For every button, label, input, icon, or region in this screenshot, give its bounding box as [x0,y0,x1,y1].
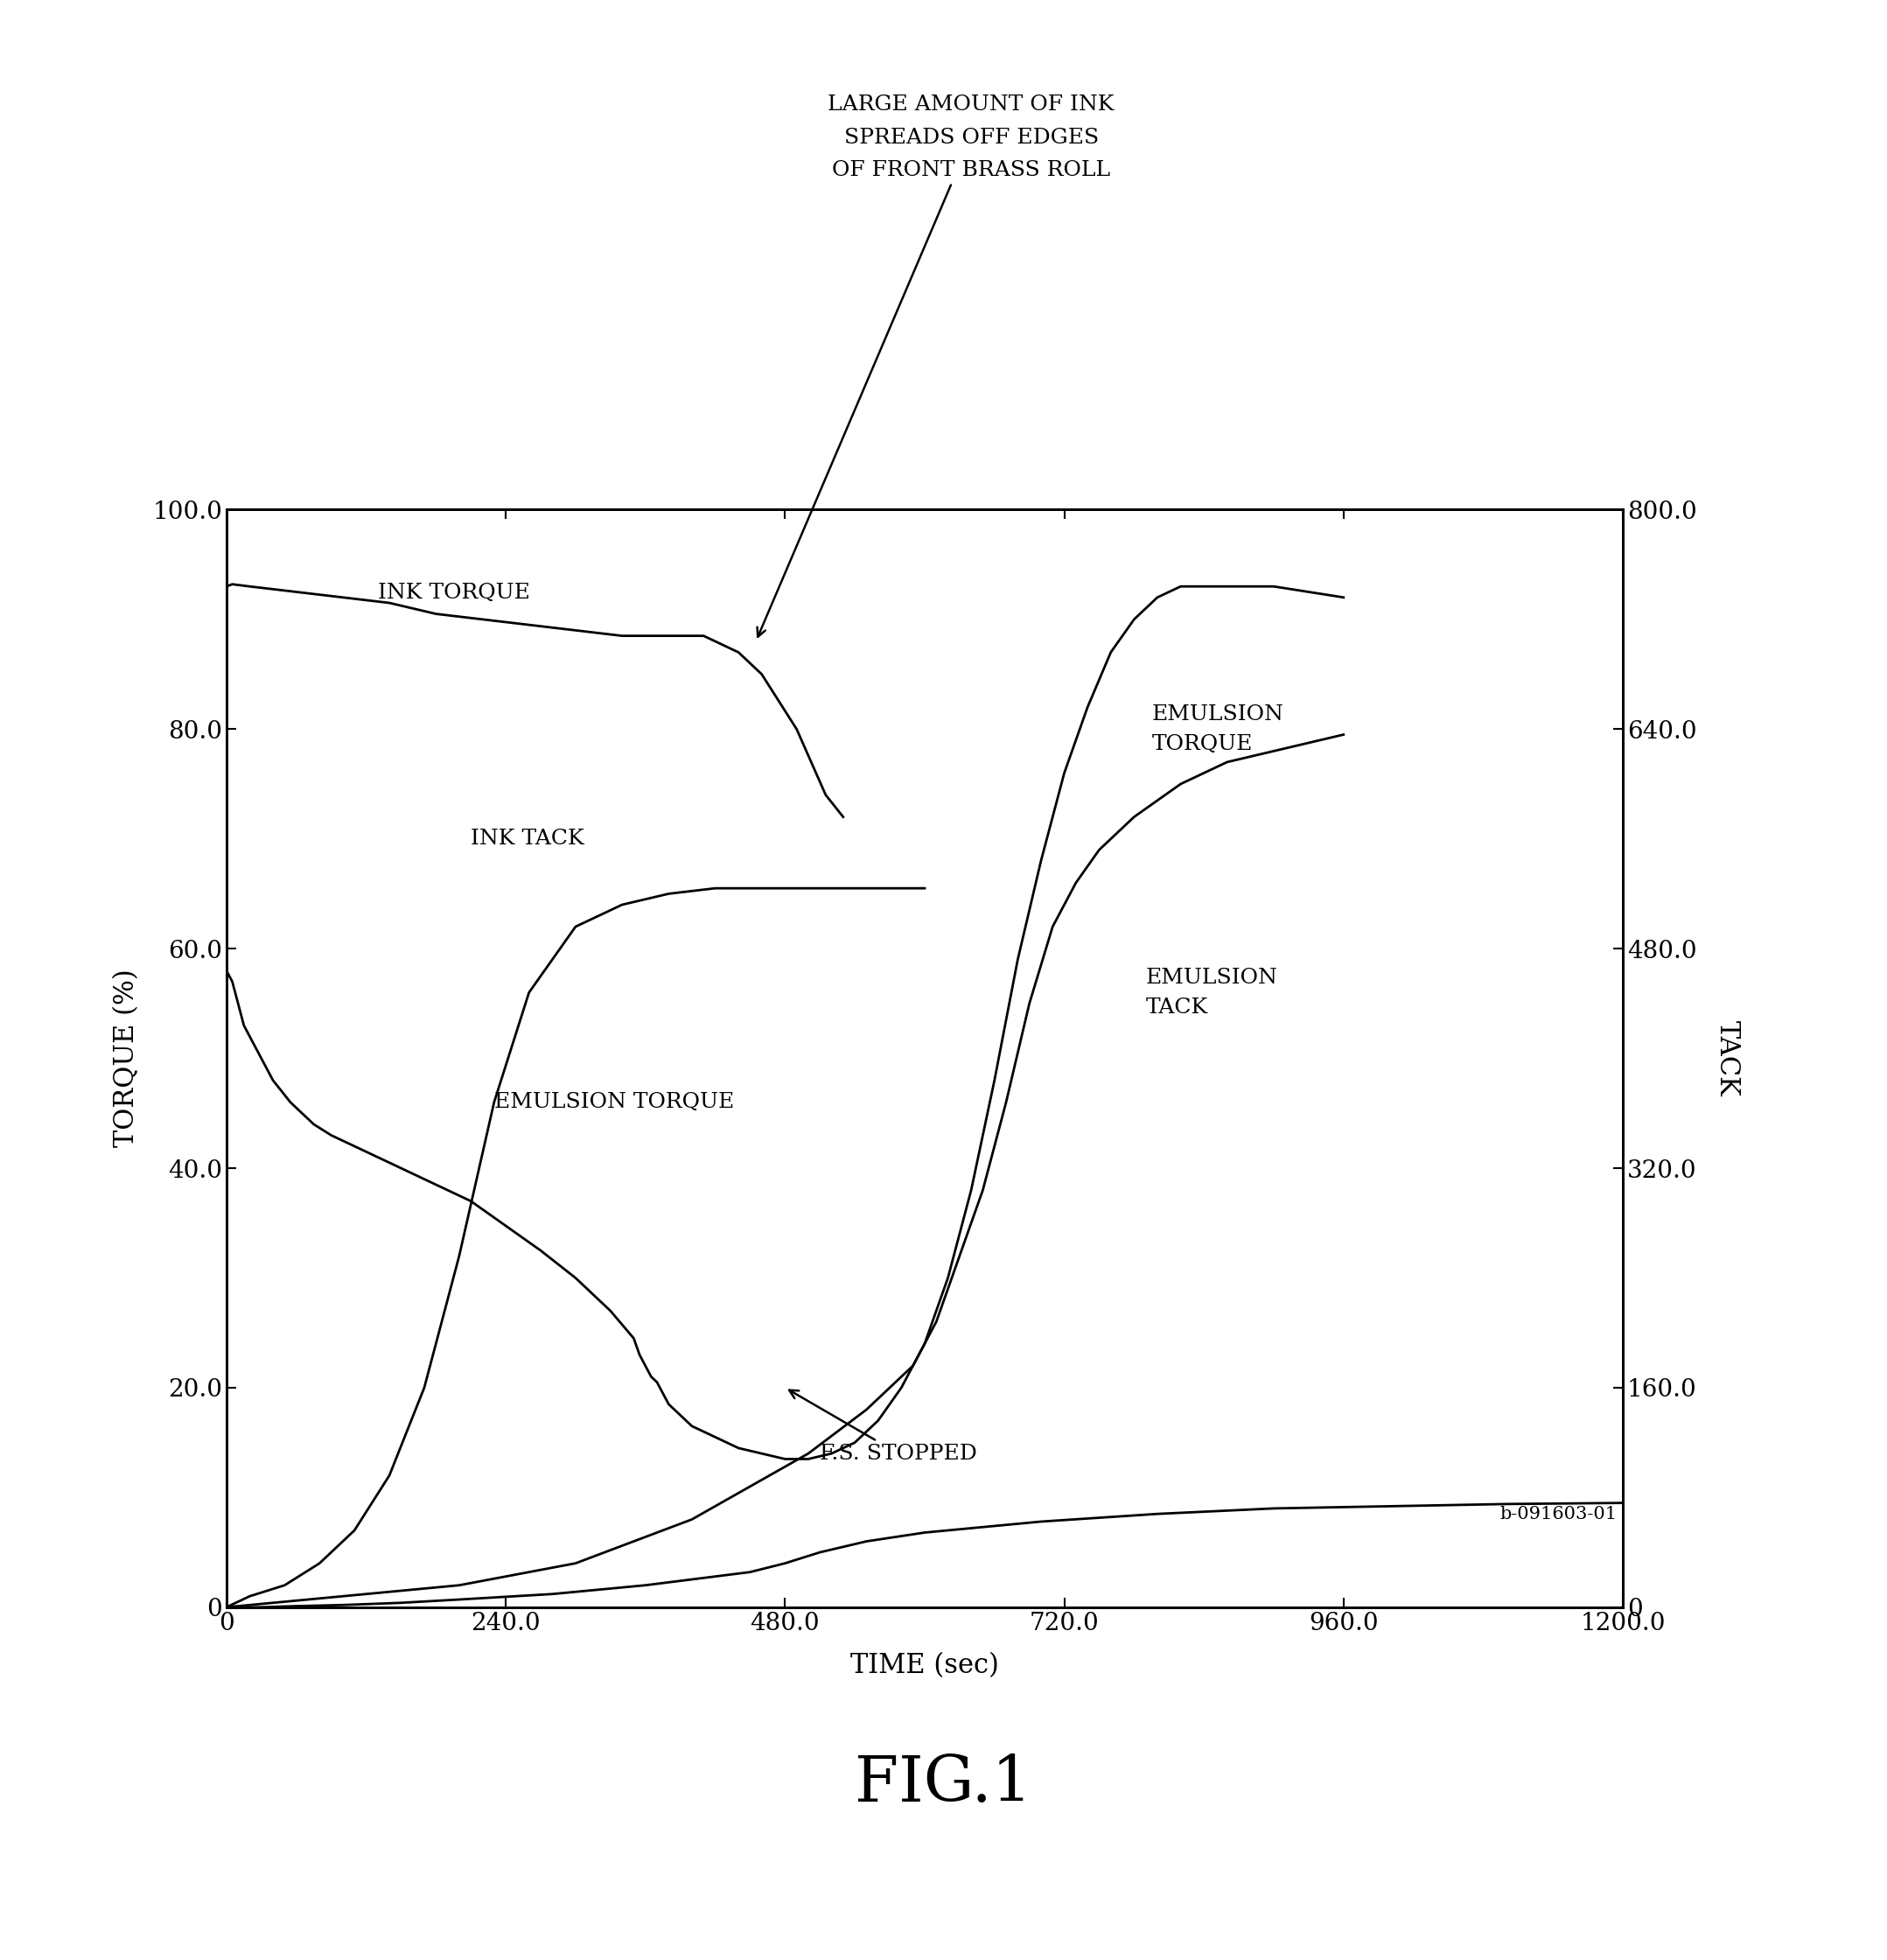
Y-axis label: TORQUE (%): TORQUE (%) [113,970,140,1147]
Text: F.S. STOPPED: F.S. STOPPED [789,1390,977,1464]
X-axis label: TIME (sec): TIME (sec) [851,1652,998,1680]
Text: EMULSION
TORQUE: EMULSION TORQUE [1151,704,1283,755]
Text: INK TORQUE: INK TORQUE [377,582,530,604]
Text: LARGE AMOUNT OF INK
SPREADS OFF EDGES
OF FRONT BRASS ROLL: LARGE AMOUNT OF INK SPREADS OFF EDGES OF… [757,94,1115,637]
Y-axis label: TACK: TACK [1713,1021,1742,1096]
Text: INK TACK: INK TACK [472,829,585,849]
Text: EMULSION TORQUE: EMULSION TORQUE [494,1092,734,1113]
Text: EMULSION
TACK: EMULSION TACK [1145,968,1277,1017]
Text: b-091603-01: b-091603-01 [1500,1505,1617,1523]
Text: FIG.1: FIG.1 [855,1752,1032,1815]
